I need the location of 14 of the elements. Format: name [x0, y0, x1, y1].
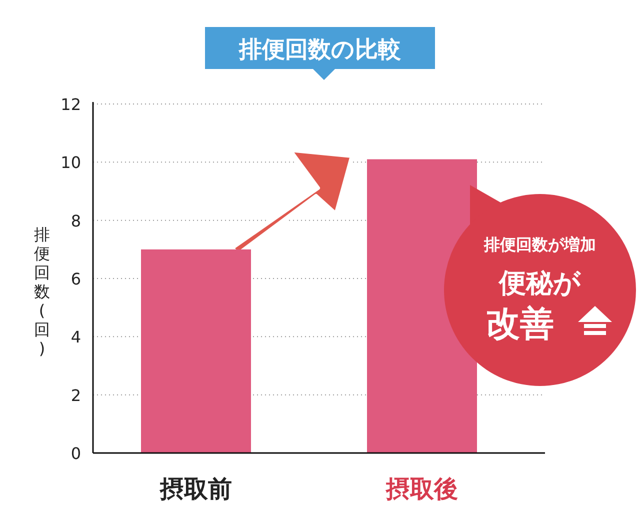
y-tick-label: 8 — [70, 211, 81, 230]
y-tick-label: 12 — [60, 95, 81, 114]
annotation: 改善 — [486, 304, 554, 344]
y-tick-label: 10 — [60, 153, 81, 172]
y-tick-label: 4 — [70, 328, 81, 347]
annotation: 便秘が — [498, 268, 582, 299]
chart-title: 排便回数の比較 — [238, 37, 402, 63]
x-tick-label: 摂取前 — [159, 475, 232, 503]
y-axis-title: 排便回数(回) — [34, 225, 50, 358]
y-tick-label: 0 — [70, 444, 81, 463]
x-tick-label: 摂取後 — [385, 475, 458, 503]
annotation: 排便回数が増加 — [483, 235, 596, 254]
y-tick-label: 6 — [70, 270, 81, 288]
y-tick-label: 2 — [70, 386, 81, 405]
